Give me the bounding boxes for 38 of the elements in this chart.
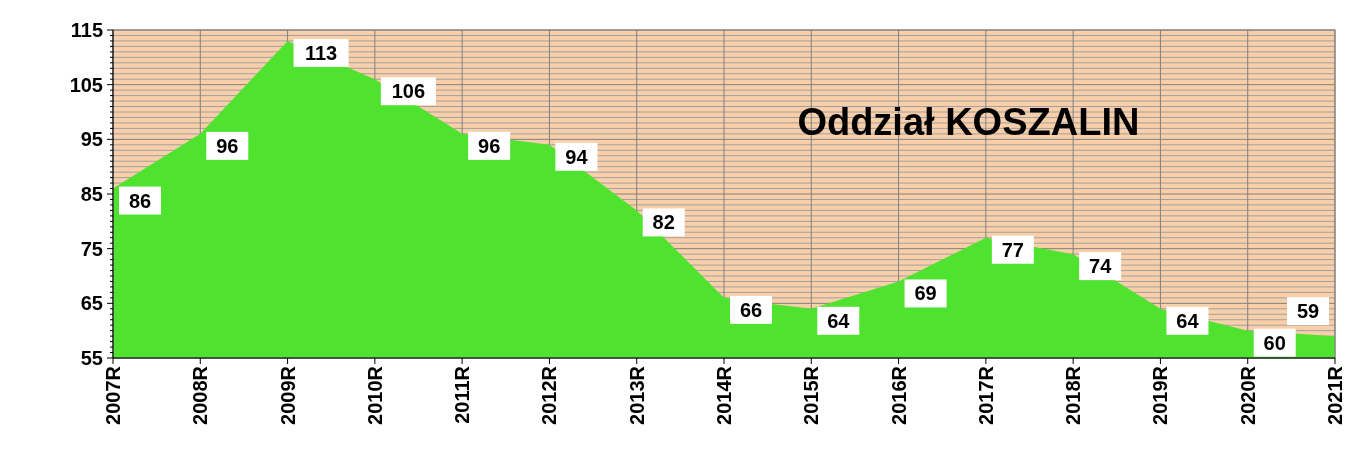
text: Oddział KOSZALIN [797,101,1140,143]
x-tick-label: 2016R [887,365,910,425]
y-tick-label: 85 [80,183,103,205]
data-label: 66 [739,298,763,321]
x-tick-label: 2010R [363,365,386,425]
x-tick-label: 2013R [625,365,648,425]
data-label: 106 [391,80,426,103]
y-tick-label: 55 [80,347,103,369]
y-tick-label: 105 [69,73,103,96]
x-tick-label: 2014R [713,365,735,425]
y-tick-label: 95 [80,128,103,151]
y-tick-label: 75 [80,237,103,260]
data-label: 64 [827,309,851,332]
data-label: 86 [128,189,152,212]
x-tick-label: 2019R [1149,365,1172,425]
x-tick-label: 2018R [1062,365,1085,425]
data-label: 96 [478,134,501,157]
data-label: 113 [304,41,338,64]
x-tick-label: 2015R [800,365,823,425]
x-tick-label: 2007R [102,365,124,425]
data-label: 64 [1176,309,1200,332]
data-label: 59 [1296,300,1320,323]
x-tick-label: 2012R [538,365,561,425]
data-label: 96 [216,134,239,157]
x-tick-label: 2017R [974,365,997,425]
y-tick-label: 115 [70,19,103,41]
y-tick-label: 65 [80,292,103,315]
data-label: 69 [914,282,937,305]
data-label: 74 [1089,255,1113,278]
x-tick-label: 2021R [1324,365,1346,425]
data-label: 77 [1001,238,1024,261]
data-label: 94 [565,145,589,168]
x-tick-label: 2009R [276,365,299,425]
x-tick-label: 2011R [451,365,474,424]
data-label: 60 [1263,331,1286,354]
data-label: 82 [652,211,675,234]
x-tick-label: 2008R [189,365,212,425]
x-tick-label: 2020R [1236,365,1259,425]
